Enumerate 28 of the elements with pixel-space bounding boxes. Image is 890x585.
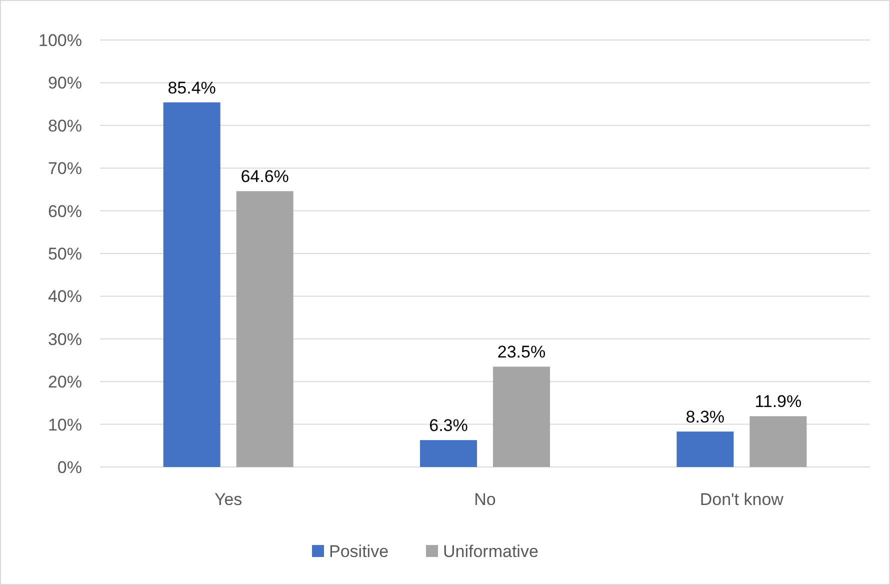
y-tick-label: 50% xyxy=(48,244,82,264)
data-label: 11.9% xyxy=(754,392,802,412)
bar xyxy=(750,416,807,467)
bar xyxy=(493,366,550,467)
x-tick-label: Yes xyxy=(214,490,242,509)
data-label: 85.4% xyxy=(168,78,216,98)
y-tick-label: 60% xyxy=(48,202,82,221)
y-tick-label: 10% xyxy=(48,415,82,434)
y-tick-label: 30% xyxy=(48,330,82,349)
y-tick-label: 80% xyxy=(48,116,82,136)
y-tick-label: 40% xyxy=(48,287,82,306)
y-tick-label: 70% xyxy=(48,159,82,178)
y-tick-label: 20% xyxy=(48,372,82,392)
y-tick-label: 0% xyxy=(57,458,82,477)
data-label: 23.5% xyxy=(497,342,546,362)
legend-label: Uniformative xyxy=(443,542,538,561)
data-label: 64.6% xyxy=(240,167,289,186)
data-label: 8.3% xyxy=(686,408,725,427)
x-tick-label: Don't know xyxy=(700,490,784,509)
x-tick-label: No xyxy=(474,490,496,509)
bar xyxy=(163,102,220,467)
legend-label: Positive xyxy=(329,542,389,561)
bar xyxy=(676,432,734,467)
bar xyxy=(236,191,294,467)
y-tick-label: 100% xyxy=(38,30,82,50)
y-tick-label: 90% xyxy=(48,74,82,93)
data-label: 6.3% xyxy=(429,416,468,436)
bar xyxy=(420,440,477,467)
